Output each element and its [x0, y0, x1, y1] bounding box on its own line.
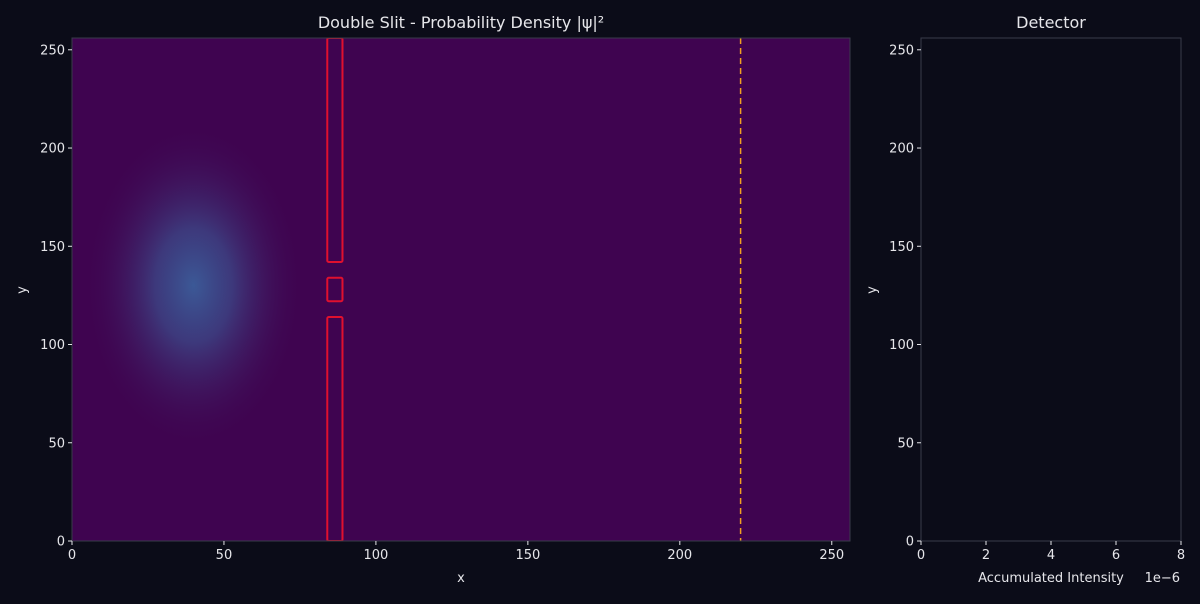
detector-y-tick-label: 150 — [889, 240, 914, 255]
main-y-tick-label: 100 — [40, 338, 65, 353]
detector-y-tick-label: 250 — [889, 43, 914, 58]
main-x-axis-label: x — [457, 571, 465, 586]
main-y-ticks: 0 50 100 150 200 250 — [40, 43, 72, 550]
detector-y-tick-label: 0 — [906, 535, 914, 550]
detector-y-axis-label: y — [865, 286, 880, 294]
detector-background — [921, 38, 1181, 541]
main-x-ticks: 0 50 100 150 200 250 — [68, 541, 844, 563]
main-plot-frame — [71, 37, 851, 542]
main-x-tick-label: 200 — [667, 548, 692, 563]
detector-plot: Detector 0 2 4 6 8 0 50 100 150 200 250 Accumulat… — [865, 13, 1185, 586]
main-y-axis-label: y — [15, 286, 30, 294]
probability-density-plot: Double Slit - Probability Density |ψ|² 0… — [15, 13, 851, 586]
main-y-tick-label: 200 — [40, 142, 65, 157]
detector-x-tick-label: 0 — [917, 548, 925, 563]
barrier-segment-1 — [326, 276, 344, 303]
detector-y-tick-label: 50 — [897, 436, 914, 451]
detector-y-tick-label: 100 — [889, 338, 914, 353]
main-y-tick-label: 250 — [40, 43, 65, 58]
detector-x-tick-label: 2 — [982, 548, 990, 563]
main-x-tick-label: 250 — [819, 548, 844, 563]
main-x-tick-label: 0 — [68, 548, 76, 563]
detector-y-ticks: 0 50 100 150 200 250 — [889, 43, 921, 550]
main-y-tick-label: 0 — [57, 535, 65, 550]
heatmap-content — [82, 38, 742, 541]
wave-packet — [82, 122, 305, 450]
barrier-segment-2 — [326, 38, 344, 263]
main-plot-title: Double Slit - Probability Density |ψ|² — [318, 13, 604, 32]
main-x-tick-label: 150 — [515, 548, 540, 563]
barrier-segment-0 — [326, 316, 344, 541]
detector-y-tick-label: 200 — [889, 142, 914, 157]
detector-x-tick-label: 4 — [1047, 548, 1055, 563]
detector-x-ticks: 0 2 4 6 8 — [917, 541, 1185, 563]
main-x-tick-label: 50 — [216, 548, 233, 563]
main-y-tick-label: 50 — [48, 436, 65, 451]
main-x-tick-label: 100 — [363, 548, 388, 563]
main-y-tick-label: 150 — [40, 240, 65, 255]
detector-x-tick-label: 6 — [1112, 548, 1120, 563]
detector-x-tick-label: 8 — [1177, 548, 1185, 563]
detector-plot-title: Detector — [1016, 13, 1086, 32]
detector-x-axis-label: Accumulated Intensity — [978, 571, 1124, 586]
detector-x-offset-label: 1e−6 — [1145, 571, 1180, 586]
